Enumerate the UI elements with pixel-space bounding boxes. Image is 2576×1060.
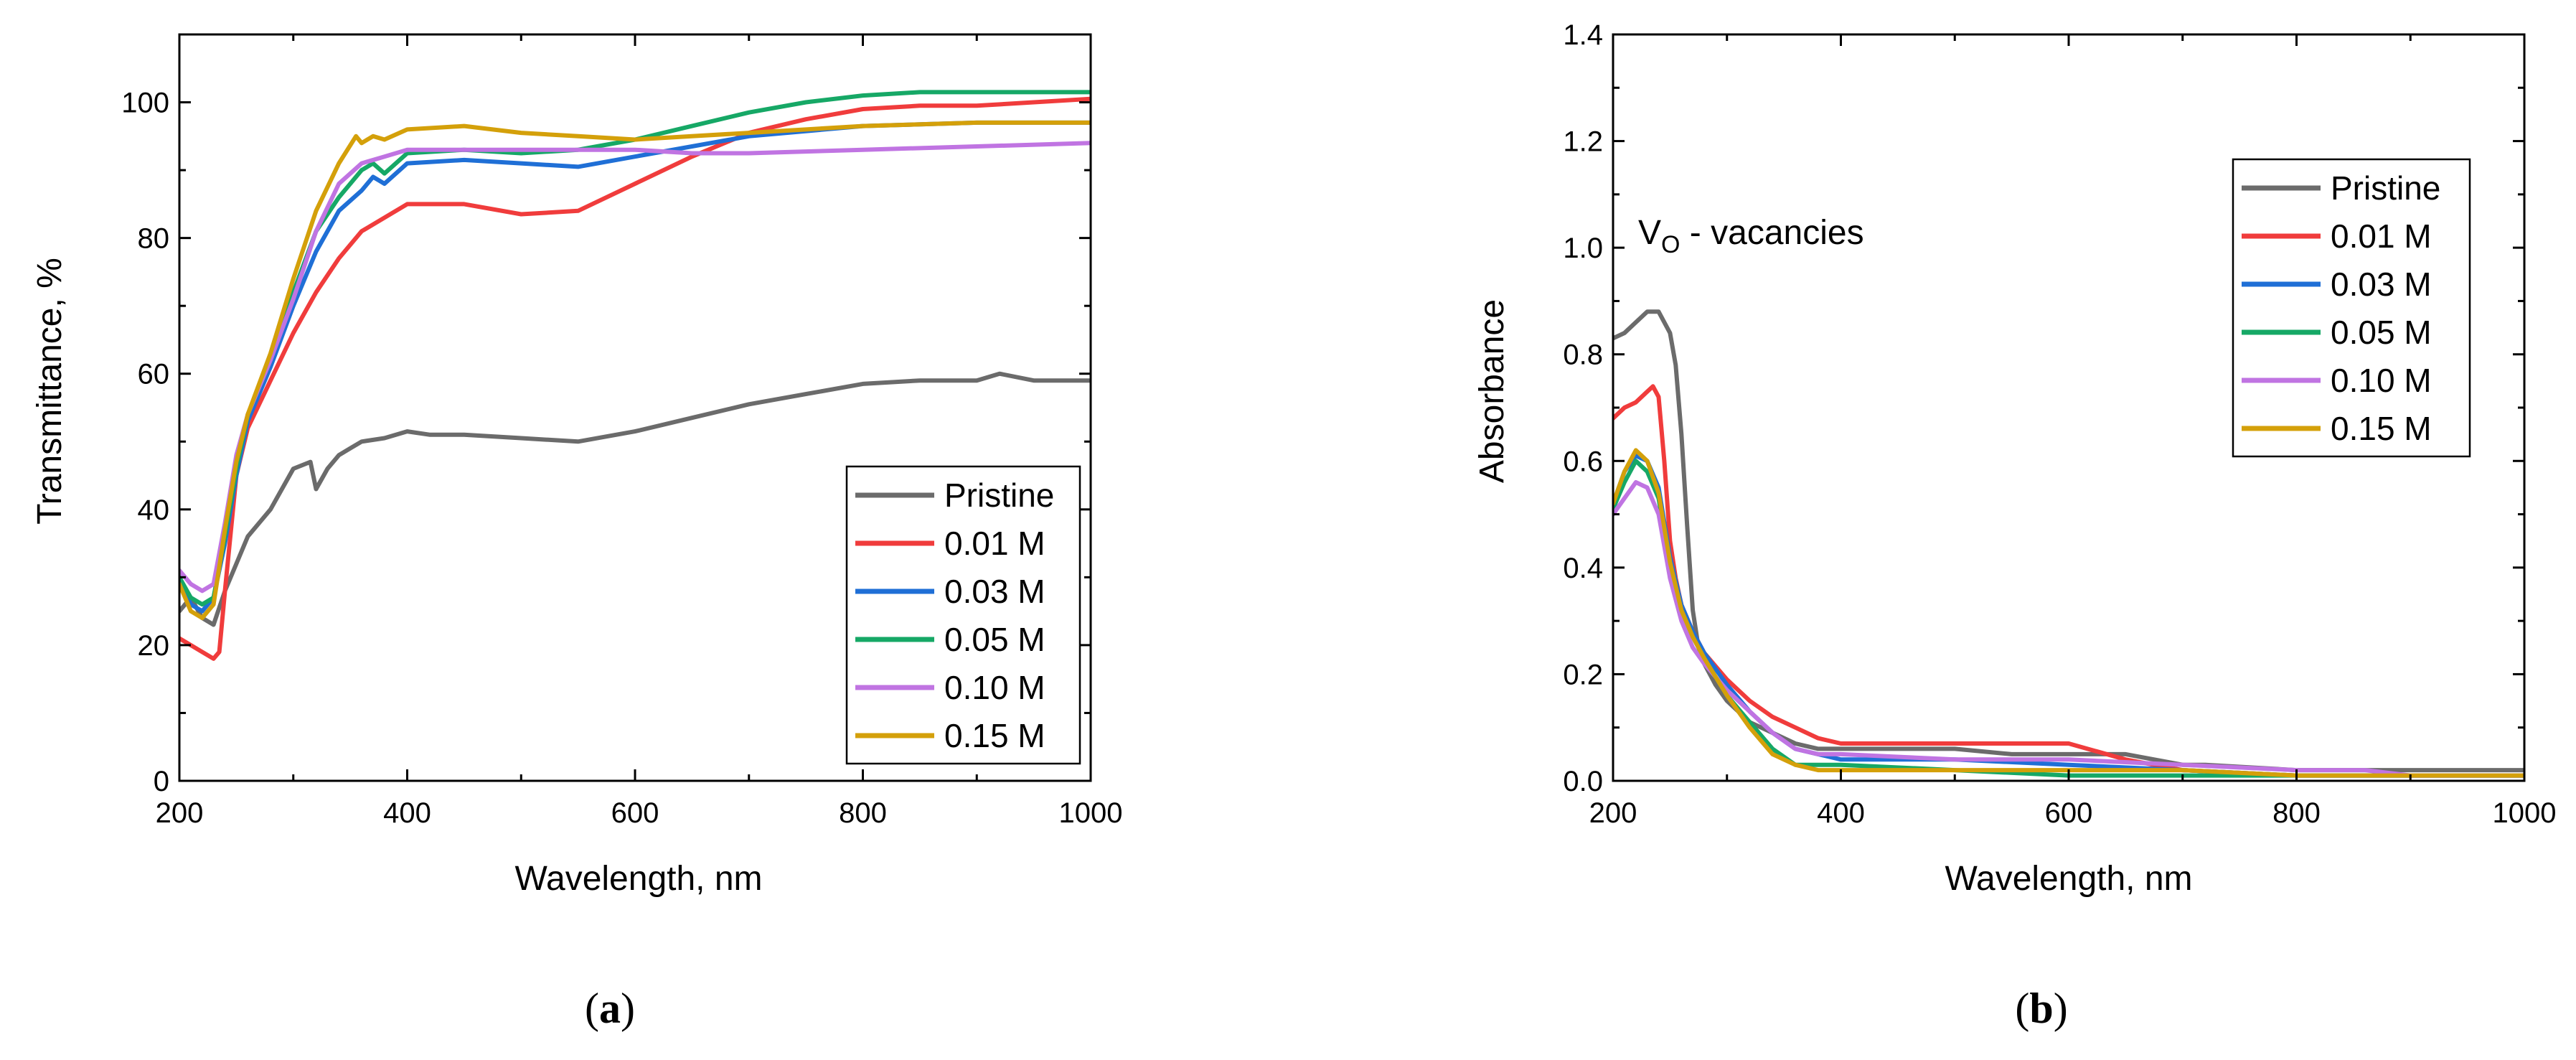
x-tick-label: 800 xyxy=(2272,797,2321,829)
legend-label: 0.01 M xyxy=(944,525,1045,562)
series-line-1 xyxy=(179,96,1091,661)
panel-b: 200 400 600 800 1000 0.0 0.2 0.4 0.6 0.8 1.0 1.2 1.… xyxy=(1473,19,2556,1032)
x-tick-label: 200 xyxy=(1589,797,1637,829)
x-axis-label: Wavelength, nm xyxy=(1945,860,2192,898)
x-axis-ticks: 200 400 600 800 1000 xyxy=(156,34,1123,829)
y-tick-label: 1.0 xyxy=(1563,233,1603,264)
y-tick-label: 0.8 xyxy=(1563,339,1603,371)
panel-a: 200 400 600 800 1000 0 20 40 60 80 100 Wavelength… xyxy=(31,33,1123,1032)
legend-label: 0.05 M xyxy=(2331,314,2432,351)
legend-label: 0.15 M xyxy=(944,717,1045,754)
series-line-5 xyxy=(1613,448,2524,778)
x-tick-label: 400 xyxy=(383,797,431,829)
y-tick-label: 0.2 xyxy=(1563,659,1603,690)
x-tick-label: 800 xyxy=(839,797,887,829)
y-axis-label: Transmittance, % xyxy=(31,258,69,525)
legend-label: 0.03 M xyxy=(944,573,1045,610)
plot-area-transmittance xyxy=(178,33,1092,782)
series-line-0 xyxy=(179,371,1091,627)
x-tick-label: 600 xyxy=(611,797,659,829)
legend-label: 0.03 M xyxy=(2331,266,2432,303)
y-tick-label: 0.4 xyxy=(1563,553,1603,584)
y-tick-label: 0.6 xyxy=(1563,446,1603,477)
y-tick-label: 20 xyxy=(138,630,170,662)
panel-label: (a) xyxy=(585,985,635,1032)
y-tick-label: 0 xyxy=(154,766,169,797)
x-axis-ticks: 200 400 600 800 1000 xyxy=(1589,34,2557,829)
series-line-1 xyxy=(1613,384,2524,778)
x-tick-label: 1000 xyxy=(2493,797,2557,829)
y-tick-label: 1.2 xyxy=(1563,126,1603,158)
legend-label: 0.05 M xyxy=(944,621,1045,658)
legend-label: 0.01 M xyxy=(2331,217,2432,255)
x-tick-label: 400 xyxy=(1817,797,1865,829)
x-tick-label: 200 xyxy=(156,797,204,829)
y-tick-label: 40 xyxy=(138,494,170,526)
legend-label: 0.10 M xyxy=(2331,362,2432,399)
legend-box xyxy=(845,465,1081,765)
series-line-4 xyxy=(1613,480,2524,778)
y-axis-ticks: 0.0 0.2 0.4 0.6 0.8 1.0 1.2 1.4 xyxy=(1563,19,2524,797)
legend: Pristine 0.01 M 0.03 M 0.05 M 0.10 M 0.15 M xyxy=(845,465,1081,765)
y-tick-label: 100 xyxy=(121,88,169,119)
x-axis-label: Wavelength, nm xyxy=(514,860,762,898)
panel-label: (b) xyxy=(2015,985,2067,1032)
legend-label: 0.10 M xyxy=(944,669,1045,706)
x-tick-label: 1000 xyxy=(1059,797,1123,829)
y-tick-label: 80 xyxy=(138,223,170,255)
y-axis-label: Absorbance xyxy=(1473,299,1511,483)
x-tick-label: 600 xyxy=(2045,797,2093,829)
legend: Pristine 0.01 M 0.03 M 0.05 M 0.10 M 0.15 M xyxy=(2232,158,2471,458)
y-tick-label: 0.0 xyxy=(1563,766,1603,797)
vacancies-annotation: VO - vacancies xyxy=(1638,214,1864,258)
legend-label: Pristine xyxy=(944,477,1054,514)
y-tick-label: 1.4 xyxy=(1563,19,1603,51)
legend-label: 0.15 M xyxy=(2331,410,2432,447)
y-tick-label: 60 xyxy=(138,359,170,390)
y-axis-ticks: 0 20 40 60 80 100 xyxy=(121,88,1091,797)
legend-label: Pristine xyxy=(2331,169,2440,207)
legend-box xyxy=(2232,158,2471,458)
series-line-5 xyxy=(179,120,1091,621)
